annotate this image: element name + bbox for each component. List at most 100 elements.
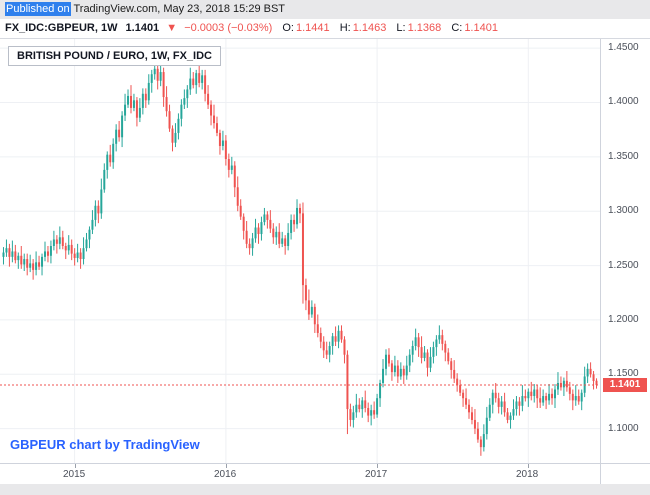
time-axis-tick xyxy=(377,464,378,468)
price-axis[interactable]: 1.4500 1.4000 1.3500 1.3000 1.2500 1.2000 1.15… xyxy=(600,39,650,463)
candle-body xyxy=(429,356,432,368)
candle-body xyxy=(322,341,325,351)
chart-container: BRITISH POUND / EURO, 1W, FX_IDC GBPEUR … xyxy=(0,38,650,495)
candle-body xyxy=(521,396,524,406)
candle-body xyxy=(245,230,248,244)
candle-body xyxy=(284,238,287,246)
candle-body xyxy=(319,332,322,342)
candle-body xyxy=(180,104,183,119)
candle-body xyxy=(103,169,106,190)
candle-body xyxy=(411,346,414,355)
candle-body xyxy=(536,389,539,399)
candle-body xyxy=(468,404,471,413)
candle-body xyxy=(414,337,417,347)
candlestick-chart[interactable] xyxy=(0,39,600,463)
candle-body xyxy=(73,253,76,258)
candle-body xyxy=(524,396,527,399)
low-value: 1.1368 xyxy=(407,22,442,34)
candle-body xyxy=(266,214,269,220)
candle-body xyxy=(503,401,506,413)
candle-body xyxy=(417,337,420,348)
candle-body xyxy=(257,227,260,235)
candle-body xyxy=(254,227,257,239)
last-price-tag: 1.1401 xyxy=(603,378,647,393)
candle-body xyxy=(518,401,521,406)
candle-body xyxy=(20,255,23,265)
symbol-info-bar: FX_IDC:GBPEUR, 1W 1.1401 ▼ −0.0003 (−0.0… xyxy=(0,19,650,38)
candle-body xyxy=(11,251,14,257)
candle-body xyxy=(129,95,132,108)
candle-body xyxy=(459,385,462,393)
candle-body xyxy=(221,140,224,146)
candle-body xyxy=(331,336,334,347)
candle-body xyxy=(76,252,79,258)
candle-body xyxy=(165,97,168,112)
candle-body xyxy=(91,219,94,230)
candle-body xyxy=(586,368,589,377)
close-value: 1.1401 xyxy=(464,22,498,34)
candle-body xyxy=(159,72,162,81)
candle-body xyxy=(44,251,46,257)
candle-body xyxy=(426,352,429,368)
candle-body xyxy=(370,410,373,416)
price-axis-label: 1.4000 xyxy=(608,96,639,108)
symbol-name[interactable]: FX_IDC:GBPEUR, 1W xyxy=(5,22,118,34)
high-value: 1.1463 xyxy=(352,22,387,34)
candle-body xyxy=(367,407,370,416)
high-label: H: xyxy=(339,22,351,34)
candle-body xyxy=(479,439,482,448)
candle-body xyxy=(278,231,281,244)
candle-body xyxy=(224,140,227,160)
candle-body xyxy=(307,300,310,315)
candle-body xyxy=(376,398,379,415)
candle-body xyxy=(115,129,118,144)
time-axis[interactable]: 2015 2016 2017 2018 xyxy=(0,463,600,484)
candle-body xyxy=(408,354,411,366)
candle-body xyxy=(494,392,497,399)
candle-body xyxy=(527,391,530,399)
candle-body xyxy=(565,380,568,388)
low-label: L: xyxy=(396,22,406,34)
published-bar: Published on TradingView.com, May 23, 20… xyxy=(0,0,650,19)
change-arrow-icon: ▼ xyxy=(166,22,178,34)
candle-body xyxy=(287,232,290,246)
candle-body xyxy=(150,74,153,83)
candle-body xyxy=(162,72,165,98)
candle-body xyxy=(79,252,82,260)
candle-body xyxy=(207,93,210,105)
candle-body xyxy=(156,68,159,81)
candle-body xyxy=(242,216,245,231)
candle-body xyxy=(361,400,364,410)
candle-body xyxy=(41,256,44,267)
price-axis-label: 1.3000 xyxy=(608,205,639,217)
candle-body xyxy=(198,73,201,83)
candle-body xyxy=(355,404,358,413)
candle-body xyxy=(491,392,494,405)
candle-body xyxy=(168,111,171,129)
candle-body xyxy=(346,354,349,410)
candle-body xyxy=(512,409,515,416)
candle-body xyxy=(5,248,8,253)
candle-body xyxy=(390,363,393,373)
candle-body xyxy=(248,243,251,249)
candle-body xyxy=(470,412,473,420)
candle-body xyxy=(384,354,387,369)
candle-body xyxy=(85,239,88,249)
candle-body xyxy=(476,428,479,440)
candle-body xyxy=(275,231,278,238)
candle-body xyxy=(379,382,382,399)
candle-body xyxy=(358,404,361,410)
candle-body xyxy=(201,75,204,83)
candle-body xyxy=(49,246,52,256)
candle-body xyxy=(592,374,595,382)
candle-body xyxy=(589,368,592,375)
candle-body xyxy=(17,255,20,261)
candle-body xyxy=(574,396,577,401)
candle-body xyxy=(233,165,236,188)
tradingview-watermark-link[interactable]: GBPEUR chart by TradingView xyxy=(10,437,200,452)
time-axis-label: 2018 xyxy=(516,469,539,480)
candle-body xyxy=(515,401,518,410)
candle-body xyxy=(509,415,512,420)
candle-body xyxy=(97,205,100,214)
candle-body xyxy=(58,237,61,244)
